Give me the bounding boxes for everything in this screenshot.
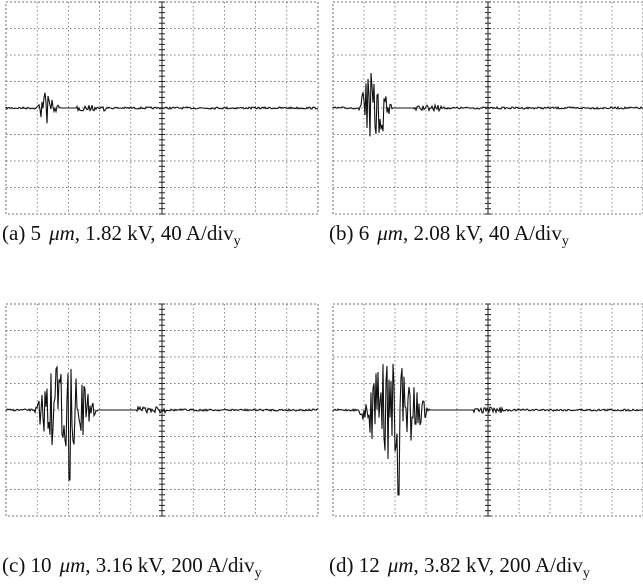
scope-panel (333, 2, 643, 214)
panel-caption: (a) 5 μm, 1.82 kV, 40 A/divy (2, 221, 241, 249)
caption-label: (d) 12 (329, 553, 380, 577)
caption-unit: μm (376, 221, 403, 245)
panel-caption: (c) 10 μm, 3.16 kV, 200 A/divy (2, 553, 262, 581)
caption-label: (a) 5 (2, 221, 41, 245)
caption-label: (c) 10 (2, 553, 52, 577)
caption-params: , 3.16 kV, 200 A/div (85, 553, 255, 577)
caption-subscript: y (234, 234, 241, 249)
caption-params: , 1.82 kV, 40 A/div (75, 221, 234, 245)
scope-panel (6, 304, 318, 516)
caption-unit: μm (387, 553, 414, 577)
figure: (a) 5μm, 1.82 kV, 40 A/divy(b) 6μm, 2.08… (0, 0, 643, 586)
caption-subscript: y (583, 566, 590, 581)
caption-params: , 3.82 kV, 200 A/div (413, 553, 583, 577)
caption-unit: μm (59, 553, 86, 577)
caption-params: , 2.08 kV, 40 A/div (403, 221, 562, 245)
scope-panel (6, 2, 318, 214)
caption-subscript: y (562, 234, 569, 249)
panel-caption: (b) 6 μm, 2.08 kV, 40 A/divy (329, 221, 569, 249)
caption-label: (b) 6 (329, 221, 369, 245)
scope-panel (333, 304, 643, 516)
caption-unit: μm (48, 221, 75, 245)
panel-caption: (d) 12 μm, 3.82 kV, 200 A/divy (329, 553, 590, 581)
caption-subscript: y (255, 566, 262, 581)
